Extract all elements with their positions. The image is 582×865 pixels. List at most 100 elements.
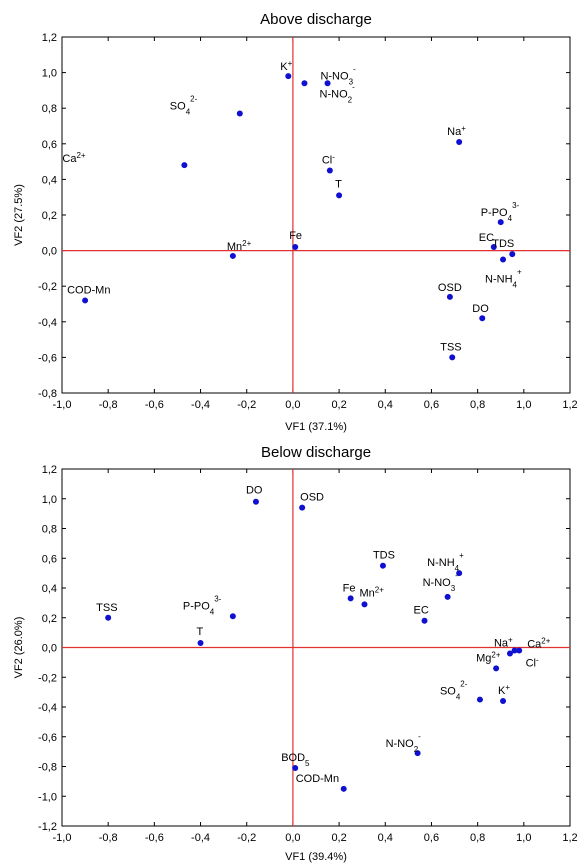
y-tick-label: -0,8 xyxy=(38,762,57,774)
data-point-label: COD-Mn xyxy=(296,773,339,785)
x-axis-label: VF1 (39.4%) xyxy=(285,851,347,863)
x-tick-label: -1,0 xyxy=(53,832,72,844)
data-point-label: EC xyxy=(479,232,494,244)
data-point xyxy=(324,80,331,87)
data-point-label: TSS xyxy=(440,341,461,353)
x-tick-label: -1,0 xyxy=(53,399,72,411)
data-point xyxy=(506,650,513,657)
y-tick-label: 0,6 xyxy=(42,553,57,565)
data-point xyxy=(336,192,343,199)
data-point xyxy=(252,498,259,505)
x-tick-label: 1,2 xyxy=(562,832,577,844)
x-tick-label: 0,8 xyxy=(470,832,485,844)
data-point-label: N-NO3- xyxy=(423,571,459,593)
data-point xyxy=(509,251,516,258)
data-point xyxy=(82,297,89,304)
y-tick-label: 0,4 xyxy=(42,583,57,595)
y-tick-label: -0,8 xyxy=(38,388,57,400)
data-point-label: N-NH4+ xyxy=(485,268,522,290)
data-point xyxy=(456,139,463,146)
y-axis-label: VF2 (26.0%) xyxy=(13,617,25,679)
data-point xyxy=(285,73,292,80)
y-tick-label: -0,2 xyxy=(38,281,57,293)
chart-title: Below discharge xyxy=(261,444,371,461)
data-point-label: Fe xyxy=(289,230,302,242)
data-point xyxy=(516,647,523,654)
data-point-label: TDS xyxy=(492,238,514,250)
data-point-label: Fe xyxy=(343,582,356,594)
x-tick-label: 0,4 xyxy=(378,399,393,411)
y-tick-label: -0,4 xyxy=(38,702,57,714)
data-point xyxy=(444,593,451,600)
data-point xyxy=(181,162,188,169)
data-point xyxy=(500,256,507,263)
data-point-label: Ca2+ xyxy=(527,636,551,651)
y-tick-label: 0,2 xyxy=(42,613,57,625)
data-point xyxy=(292,764,299,771)
data-point xyxy=(236,110,243,117)
data-point-label: P-PO43- xyxy=(481,201,520,223)
y-tick-label: -0,2 xyxy=(38,672,57,684)
data-point-label: COD-Mn xyxy=(67,284,110,296)
data-point xyxy=(476,696,483,703)
data-point-label: K+ xyxy=(498,683,510,698)
data-point-label: TDS xyxy=(373,550,395,562)
x-tick-label: -0,2 xyxy=(237,832,256,844)
chart-panel-1: Above discharge-1,0 -0,8 -0,6 -0,4 -0,2 0,0 0,… xyxy=(13,11,578,433)
data-point-label: N-NO2- xyxy=(386,732,422,754)
y-tick-label: 0,8 xyxy=(42,524,57,536)
data-point-label: Mn2+ xyxy=(359,585,384,600)
y-tick-label: 0,4 xyxy=(42,174,57,186)
data-point-label: N-NO2- xyxy=(320,82,356,104)
data-point-label: DO xyxy=(472,303,489,315)
x-tick-label: -0,8 xyxy=(99,832,118,844)
data-point xyxy=(340,785,347,792)
data-point xyxy=(456,570,463,577)
y-tick-label: -0,6 xyxy=(38,732,57,744)
data-point xyxy=(421,617,428,624)
x-tick-label: 0,4 xyxy=(378,832,393,844)
data-point-label: EC xyxy=(414,605,429,617)
x-axis-label: VF1 (37.1%) xyxy=(285,421,347,433)
data-point xyxy=(497,219,504,226)
x-tick-label: 1,2 xyxy=(562,399,577,411)
data-point-label: T xyxy=(197,626,204,638)
chart-title: Above discharge xyxy=(260,11,372,28)
x-tick-label: -0,6 xyxy=(145,832,164,844)
chart-panel-2: Below discharge -1,0 -0,8 -0,6 -0,4 -0,2 0,0 0,… xyxy=(13,444,578,863)
data-point xyxy=(379,562,386,569)
data-point-label: Ca2+ xyxy=(62,151,86,166)
x-tick-label: 0,2 xyxy=(331,832,346,844)
data-point xyxy=(299,504,306,511)
x-tick-label: 1,0 xyxy=(516,399,531,411)
data-point xyxy=(511,647,518,654)
data-point-label: OSD xyxy=(438,282,462,294)
data-point xyxy=(105,614,112,621)
data-point xyxy=(446,293,453,300)
y-tick-label: 0,2 xyxy=(42,210,57,222)
data-point xyxy=(347,595,354,602)
data-point xyxy=(229,252,236,259)
data-point xyxy=(229,613,236,620)
x-tick-label: 0,6 xyxy=(424,832,439,844)
data-point-label: N-NH4+ xyxy=(427,551,464,573)
data-point xyxy=(493,665,500,672)
y-tick-label: -0,4 xyxy=(38,317,57,329)
data-point xyxy=(197,640,204,647)
y-tick-label: 1,0 xyxy=(42,68,57,80)
data-point xyxy=(292,244,299,251)
data-point-label: P-PO43- xyxy=(183,594,222,616)
data-point-label: DO xyxy=(246,485,263,497)
y-tick-label: 0,6 xyxy=(42,139,57,151)
data-point-label: OSD xyxy=(300,492,324,504)
data-point-label: Mg2+ xyxy=(476,650,501,665)
data-point-label: Na+ xyxy=(447,124,466,139)
data-point-label: TSS xyxy=(96,602,117,614)
data-point-label: Cl- xyxy=(322,152,335,167)
y-tick-label: -1,0 xyxy=(38,791,57,803)
x-tick-label: 1,0 xyxy=(516,832,531,844)
y-tick-label: 1,2 xyxy=(42,32,57,44)
x-tick-label: 0,2 xyxy=(331,399,346,411)
data-point-label: Cl- xyxy=(526,655,539,670)
